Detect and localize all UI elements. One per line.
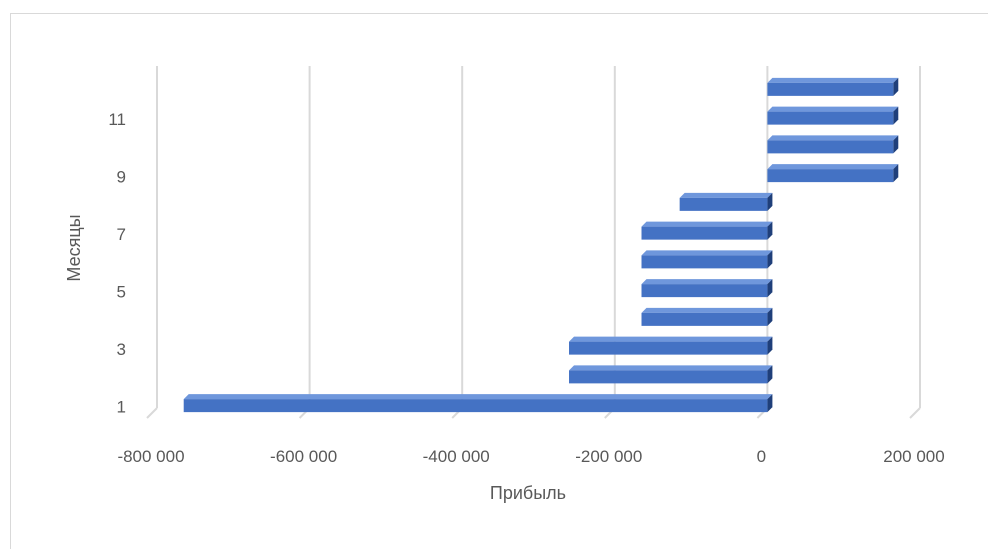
y-tick-label: 11 [108,110,126,129]
bar-side-5 [767,279,773,298]
bar-front-1 [183,399,768,413]
x-tick-label: -200 000 [575,447,642,466]
bar-front-9 [767,169,894,183]
bar-front-5 [641,284,768,298]
bar-side-6 [767,250,773,269]
bar-top-11 [767,106,899,112]
y-tick-label: 3 [117,340,126,359]
bar-side-12 [893,77,899,96]
x-axis-title: Прибыль [490,483,566,503]
bar-top-8 [679,192,773,198]
bar-top-3 [569,336,773,342]
bar-top-5 [641,279,773,285]
bar-1 [183,394,773,413]
bar-front-3 [569,341,768,355]
bar-front-8 [679,197,768,211]
y-axis-title: Месяцы [64,214,84,281]
x-tick-label: 200 000 [883,447,944,466]
gridline-foot-5 [909,407,921,419]
bar-side-9 [893,164,899,183]
bar-7 [641,221,773,240]
bar-top-12 [767,77,899,83]
bar-side-1 [767,394,773,413]
bar-6 [641,250,773,269]
bar-front-7 [641,226,768,240]
y-tick-labels: 1 3 5 7 9 11 [108,110,126,417]
x-tick-label: 0 [757,447,766,466]
bar-9 [767,164,899,183]
x-tick-label: -600 000 [270,447,337,466]
bar-front-2 [569,370,768,384]
bar-side-2 [767,365,773,384]
bar-top-9 [767,164,899,170]
bar-front-6 [641,255,768,269]
bar-front-4 [641,312,768,326]
bar-5 [641,279,773,298]
chart-frame [10,13,988,549]
bar-top-2 [569,365,773,371]
y-tick-label: 9 [117,168,126,187]
bar-side-8 [767,192,773,211]
bars [183,77,899,413]
bar-front-11 [767,111,894,125]
bar-2 [569,365,773,384]
bar-top-4 [641,307,773,313]
bar-side-4 [767,307,773,326]
bar-10 [767,135,899,154]
bar-side-3 [767,336,773,355]
bar-top-6 [641,250,773,256]
y-tick-label: 5 [117,283,126,302]
bar-side-7 [767,221,773,240]
bar-top-1 [183,394,773,400]
bar-side-10 [893,135,899,154]
gridline-foot-0 [146,407,158,419]
bar-4 [641,307,773,326]
bar-12 [767,77,899,96]
bar-3 [569,336,773,355]
x-tick-label: -400 000 [423,447,490,466]
y-tick-label: 1 [117,398,126,417]
bar-top-10 [767,135,899,141]
bar-front-12 [767,82,894,96]
bar-top-7 [641,221,773,227]
x-tick-labels: -800 000 -600 000 -400 000 -200 000 0 200 000 [117,447,944,466]
bar-front-10 [767,140,894,154]
y-tick-label: 7 [117,225,126,244]
bar-11 [767,106,899,125]
bar-8 [679,192,773,211]
bar-side-11 [893,106,899,125]
x-tick-label: -800 000 [117,447,184,466]
